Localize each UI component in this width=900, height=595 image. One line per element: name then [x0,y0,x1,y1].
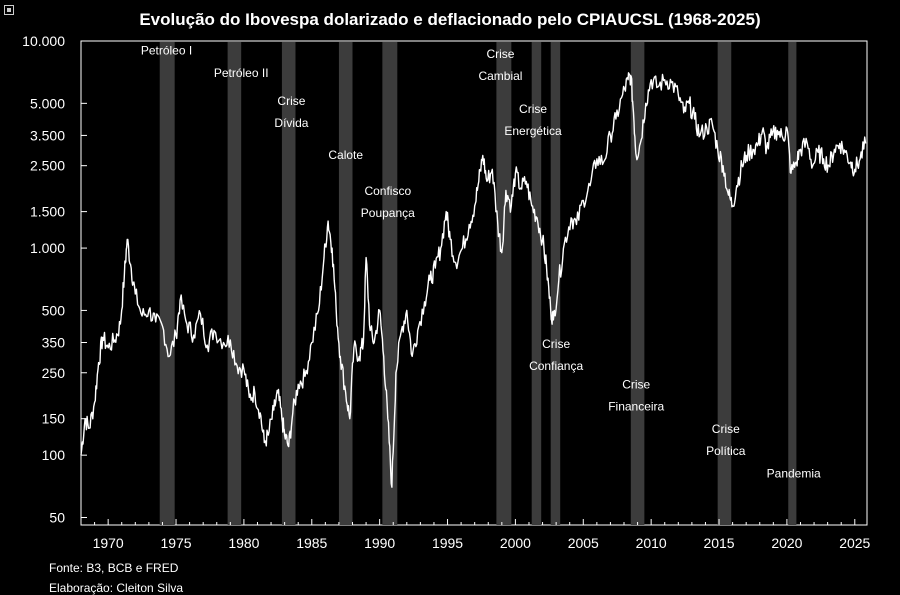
x-tick-label: 2005 [568,535,599,551]
x-tick-label: 2020 [771,535,802,551]
y-tick-label: 500 [42,302,66,318]
author-note: Elaboração: Cleiton Silva [49,581,184,595]
annotation-calote: Calote [328,148,363,162]
recession-band-8 [630,42,645,525]
annotation-crise-divida: Crise [277,94,305,108]
x-tick-label: 1975 [160,535,191,551]
recession-bands [159,42,797,525]
annotation-confisco: Poupança [361,206,415,220]
annotation-crise-confianca: Crise [542,337,570,351]
recession-band-2 [281,42,296,525]
recession-band-6 [531,42,542,525]
y-tick-label: 250 [42,365,66,381]
x-tick-label: 1990 [364,535,395,551]
annotation-crise-financeira: Financeira [608,399,664,413]
annotation-crise-politica: Crise [712,422,740,436]
series-line-ibovespa [80,72,867,488]
plot-area [80,40,868,526]
annotation-crise-energetica: Energética [504,124,562,138]
x-tick-label: 1970 [93,535,124,551]
annotation-crise-energetica: Crise [519,102,547,116]
y-tick-label: 100 [42,447,66,463]
recession-band-10 [788,42,797,525]
annotation-crise-politica: Política [706,444,746,458]
x-axis: 1970 1975 1980 1985 1990 1995 2000 2005 2010 2015… [80,519,871,551]
recession-band-7 [550,42,561,525]
y-tick-label: 50 [49,510,65,526]
y-tick-label: 1.500 [30,204,65,220]
chart-title: Evolução do Ibovespa dolarizado e deflac… [139,10,761,29]
x-tick-label: 2015 [703,535,734,551]
x-tick-label: 2010 [636,535,667,551]
y-tick-label: 350 [42,334,66,350]
annotation-crise-confianca: Confiança [529,359,583,373]
y-tick-label: 150 [42,411,66,427]
window-menu-icon[interactable] [4,5,14,15]
annotation-petroleo1: Petróleo I [141,44,192,58]
y-axis: 10.000 5.000 3.500 2.500 1.500 1.000 500 350 250… [22,33,87,526]
recession-band-1 [227,42,242,525]
source-note: Fonte: B3, BCB e FRED [49,561,179,575]
x-tick-label: 2025 [839,535,870,551]
x-tick-label: 1985 [296,535,327,551]
y-tick-label: 3.500 [30,127,65,143]
recession-band-4 [382,42,398,525]
recession-band-0 [159,42,175,525]
recession-band-3 [338,42,353,525]
annotation-petroleo2: Petróleo II [214,66,269,80]
x-tick-label: 1995 [432,535,463,551]
annotation-crise-financeira: Crise [622,377,650,391]
y-tick-label: 1.000 [30,240,65,256]
y-tick-label: 5.000 [30,95,65,111]
x-tick-label: 2000 [500,535,531,551]
annotation-crise-divida: Dívida [274,116,308,130]
y-tick-label: 2.500 [30,158,65,174]
annotation-crise-cambial: Crise [486,47,514,61]
y-tick-label: 10.000 [22,33,65,49]
x-tick-label: 1980 [228,535,259,551]
annotation-crise-cambial: Cambial [478,69,522,83]
annotation-confisco: Confisco [364,184,411,198]
annotation-pandemia: Pandemia [767,467,821,481]
annotations: Petróleo I Petróleo II Crise Dívida Calote Co… [141,44,821,481]
recession-band-5 [496,42,512,525]
